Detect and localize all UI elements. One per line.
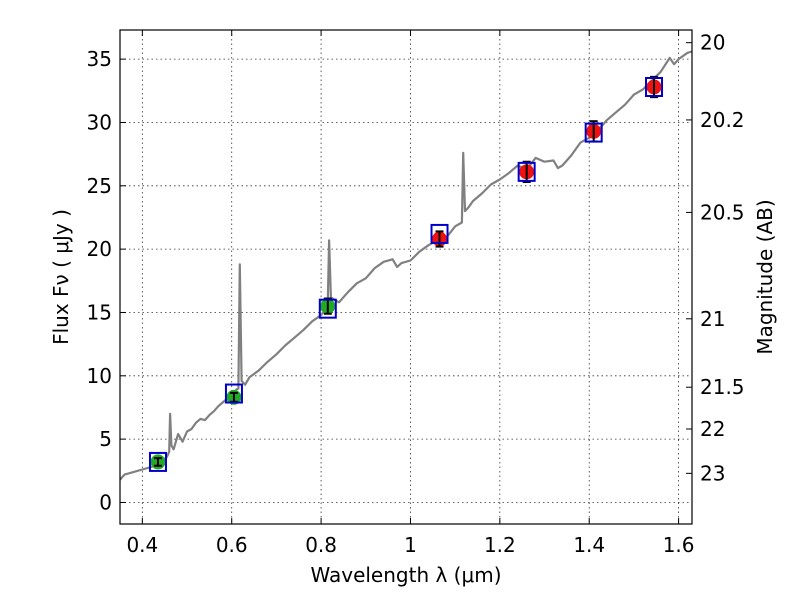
model-flux-square [517, 161, 536, 182]
model-flux-square [224, 383, 243, 404]
y-tick-label: 10 [87, 364, 112, 388]
y2-tick-label: 21 [700, 307, 725, 331]
axis-ticks: 0.4 0.6 0.8 1 1.2 1.4 1.6 0 5 10 15 20 25 30 35 20 20.2 2… [87, 30, 745, 557]
y-tick-label: 15 [87, 300, 112, 324]
y-tick-label: 20 [87, 237, 112, 261]
x-axis-label: Wavelength λ (μm) [310, 563, 501, 587]
x-tick-label: 1 [404, 533, 417, 557]
y-tick-label: 25 [87, 174, 112, 198]
y-tick-label: 5 [99, 427, 112, 451]
x-tick-label: 1.2 [484, 533, 516, 557]
x-tick-label: 0.6 [216, 533, 248, 557]
model-flux-square [318, 298, 337, 319]
y2-tick-label: 23 [700, 461, 725, 485]
x-tick-label: 0.4 [126, 533, 158, 557]
y2-tick-label: 21.5 [700, 375, 745, 399]
model-flux-square [148, 451, 167, 472]
x-tick-label: 1.6 [663, 533, 695, 557]
x-tick-label: 0.8 [305, 533, 337, 557]
y-tick-label: 30 [87, 110, 112, 134]
y-tick-label: 0 [99, 490, 112, 514]
y2-axis-label: Magnitude (AB) [753, 199, 777, 354]
data-series [119, 50, 693, 481]
spectrum-line [119, 50, 693, 481]
y2-tick-label: 20 [700, 31, 725, 55]
x-tick-label: 1.4 [573, 533, 605, 557]
model-flux-square [430, 223, 449, 244]
model-flux-square [584, 122, 603, 143]
y-tick-label: 35 [87, 47, 112, 71]
y2-tick-label: 22 [700, 417, 725, 441]
grid-lines [120, 30, 692, 524]
y2-tick-label: 20.5 [700, 200, 745, 224]
plot-frame [119, 29, 693, 525]
y-axis-label: Flux Fν ( μJy ) [49, 209, 73, 345]
model-flux-square [645, 77, 664, 97]
y2-tick-label: 20.2 [700, 108, 745, 132]
plot-background [120, 30, 692, 524]
